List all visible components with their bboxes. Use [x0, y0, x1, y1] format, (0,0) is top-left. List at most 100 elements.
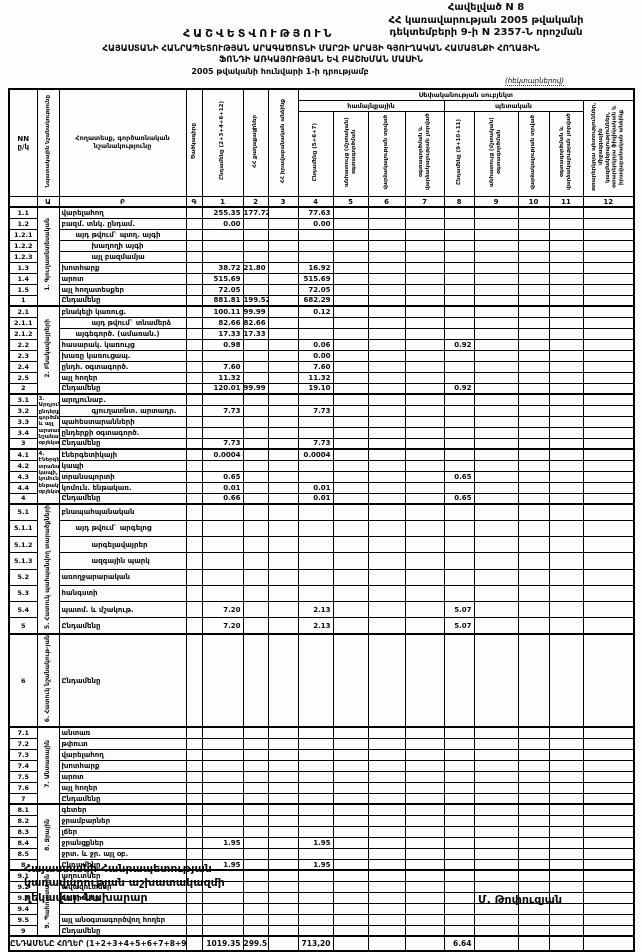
value-cell — [242, 836, 269, 849]
value-cell — [443, 404, 475, 417]
value-cell — [404, 492, 445, 505]
value-cell — [548, 404, 584, 417]
value-cell — [404, 502, 445, 521]
value-cell — [267, 748, 299, 761]
col-header-state-not-given: օգտագործման և վարձակալության չտրված — [548, 111, 584, 197]
col-header-foreign: օտարերկրյա պետություններ, միջազգային կազ… — [582, 100, 635, 197]
value-cell — [404, 902, 445, 915]
value-cell: 1.95 — [297, 836, 334, 849]
value-cell — [367, 535, 406, 554]
value-cell — [473, 502, 519, 521]
value-cell — [548, 470, 584, 483]
value-cell — [473, 338, 519, 351]
value-cell — [267, 770, 299, 783]
value-cell — [297, 726, 334, 739]
value-cell — [443, 502, 475, 521]
code-cell — [185, 803, 203, 816]
value-cell — [548, 617, 584, 635]
value-cell — [404, 759, 445, 772]
value-cell — [332, 250, 369, 263]
table-row: 5.1.2 արգելավայրեր — [8, 535, 635, 554]
value-cell — [242, 393, 269, 406]
value-cell — [267, 552, 299, 570]
value-cell — [404, 935, 445, 952]
value-cell — [582, 459, 635, 472]
value-cell — [582, 393, 635, 406]
value-cell — [201, 426, 244, 439]
col-group-ownership-subject: Սեփականության սուբյեկտ — [297, 88, 635, 101]
value-cell — [582, 327, 635, 340]
table-row: 8.1 8. Ջրային գետեր — [8, 803, 635, 871]
value-cell — [473, 935, 519, 952]
value-cell — [548, 239, 584, 252]
value-cell — [404, 294, 445, 307]
table-row: 4.4 կոմուն. ենթակառ. 0.01 0.01 — [8, 481, 635, 494]
value-cell: 0.06 — [297, 338, 334, 351]
value-cell — [242, 426, 269, 439]
value-cell — [517, 535, 550, 554]
value-cell — [473, 272, 519, 285]
value-cell — [473, 305, 519, 318]
value-cell: 72.05 — [297, 283, 334, 296]
value-cell — [297, 781, 334, 794]
value-cell — [267, 316, 299, 329]
value-cell — [332, 584, 369, 603]
value-cell — [367, 338, 406, 351]
value-cell — [242, 891, 269, 904]
value-cell — [548, 519, 584, 538]
row-number: 2.1.2 — [8, 327, 38, 340]
value-cell — [517, 206, 550, 219]
table-row: 9 Ընդամենը — [8, 924, 635, 937]
value-cell — [548, 880, 584, 893]
value-cell — [517, 283, 550, 296]
value-cell — [404, 481, 445, 494]
value-cell — [297, 924, 334, 937]
value-cell — [242, 633, 269, 728]
value-cell — [443, 869, 475, 882]
row-number: 5.4 — [8, 600, 38, 619]
value-cell — [548, 393, 584, 406]
value-cell — [367, 847, 406, 860]
value-cell — [242, 759, 269, 772]
value-cell — [267, 283, 299, 296]
code-cell — [185, 935, 203, 952]
value-cell — [404, 568, 445, 586]
table-header: NN ը/կ Նպատակային նշանակությունը Հողատես… — [8, 88, 635, 208]
row-label: ընդհ. օգտագործ. — [58, 360, 187, 373]
value-cell — [201, 393, 244, 406]
value-cell — [517, 737, 550, 750]
value-cell — [473, 239, 519, 252]
value-cell — [582, 481, 635, 494]
code-cell — [185, 502, 203, 521]
value-cell — [582, 781, 635, 794]
value-cell — [367, 913, 406, 926]
value-cell — [367, 836, 406, 849]
value-cell — [297, 847, 334, 860]
table-row: 5.3 հանգստի — [8, 584, 635, 603]
row-label: թփուտ — [58, 737, 187, 750]
row-number: 3.2 — [8, 404, 38, 417]
appendix-reference: Հավելված N 8 ՀՀ կառավարության 2005 թվակա… — [336, 2, 636, 40]
value-cell — [297, 552, 334, 570]
units-note: (հեկտարներով) — [504, 77, 564, 86]
value-cell — [473, 481, 519, 494]
value-cell — [443, 519, 475, 538]
row-label: բնակելի կառուց. — [58, 305, 187, 318]
value-cell — [548, 481, 584, 494]
value-cell — [473, 781, 519, 794]
row-number: 5.1.3 — [8, 552, 38, 570]
row-number: 5.1.1 — [8, 519, 38, 538]
value-cell — [404, 415, 445, 428]
value-cell — [517, 502, 550, 521]
land-balance-table: NN ը/կ Նպատակային նշանակությունը Հողատես… — [8, 88, 636, 952]
column-letter — [8, 196, 38, 208]
value-cell — [582, 250, 635, 263]
value-cell — [548, 228, 584, 241]
col-header-total: Ընդամենը (2+3+4+8+12) — [201, 88, 244, 197]
value-cell — [332, 338, 369, 351]
value-cell — [443, 261, 475, 274]
value-cell — [473, 726, 519, 739]
column-letter: 9 — [473, 196, 519, 208]
table-row: 3 Ընդամենը 7.73 7.73 — [8, 437, 635, 450]
value-cell — [267, 437, 299, 450]
